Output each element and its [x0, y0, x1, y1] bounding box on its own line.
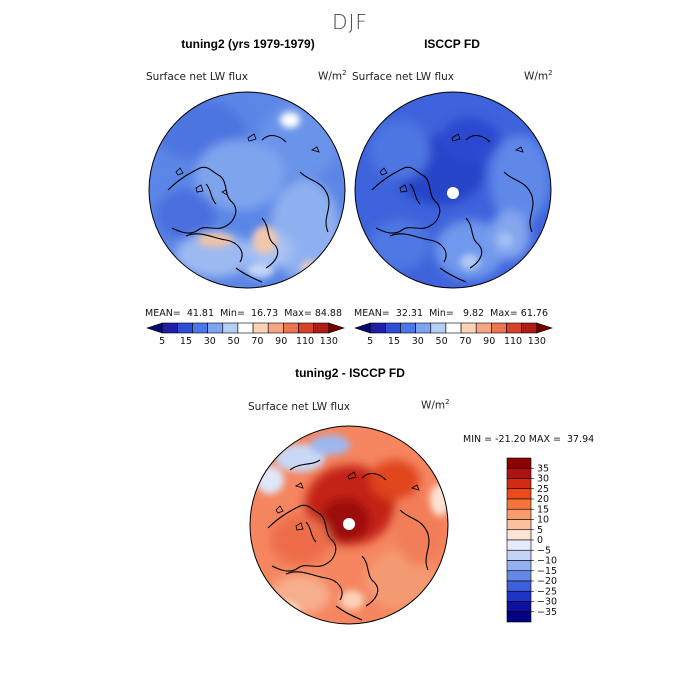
panel2-unit-label: W/m2: [524, 69, 553, 83]
colorbar-diff-swatch: [506, 611, 532, 623]
colorbar1-swatch: [298, 322, 314, 334]
colorbar-diff-tick-label: 15: [537, 504, 549, 515]
panel1-variable-label: Surface net LW flux: [146, 71, 248, 83]
panel1-title: tuning2 (yrs 1979-1979): [181, 37, 315, 51]
colorbar-diff-tick-label: −25: [537, 586, 557, 597]
colorbar-diff-swatch: [506, 529, 532, 541]
colorbar-diff-swatch: [506, 498, 532, 510]
panel2-title: ISCCP FD: [424, 37, 480, 51]
colorbar1-tick-label: 30: [204, 336, 216, 347]
colorbar1-swatch: [192, 322, 208, 334]
diff-panel-title: tuning2 - ISCCP FD: [295, 366, 405, 380]
colorbar2-swatch: [475, 322, 492, 334]
colorbar1-tick-label: 5: [159, 336, 165, 347]
colorbar1-swatch: [177, 322, 193, 334]
colorbar2-tick-label: 110: [504, 336, 522, 347]
map3-boundary: [249, 425, 449, 625]
colorbar1-swatch: [313, 322, 330, 334]
colorbar2-tick-label: 90: [483, 336, 495, 347]
panel1-stats: MEAN= 41.81 Min= 16.73 Max= 84.88: [145, 308, 343, 319]
colorbar-diff-swatch: [506, 457, 532, 469]
colorbar-diff-tick-label: −10: [537, 556, 557, 567]
colorbar2-swatch: [400, 322, 416, 334]
colorbar2-tick-label: 30: [412, 336, 424, 347]
colorbar-diff-tick-label: 5: [537, 525, 543, 536]
figure-title: DJF: [332, 10, 368, 34]
colorbar-diff-swatch: [506, 467, 532, 479]
colorbar-diff-swatch: [506, 580, 532, 592]
colorbar-diff-tick-label: −15: [537, 566, 557, 577]
map1-field: [149, 92, 345, 288]
colorbar2-swatch: [354, 322, 371, 334]
colorbar1-tick-label: 70: [251, 336, 263, 347]
colorbar1-tick-label: 15: [180, 336, 192, 347]
map3-pole-missing: [343, 518, 355, 530]
colorbar1-tick-label: 110: [296, 336, 314, 347]
colorbar-diff-swatch: [506, 519, 532, 531]
colorbar-diff-tick-label: 25: [537, 484, 549, 495]
colorbar2-tick-label: 50: [436, 336, 448, 347]
colorbar1-tick-label: 130: [320, 336, 338, 347]
colorbar2-swatch: [430, 322, 447, 334]
colorbar-diff-swatch: [506, 478, 532, 490]
colorbar2-swatch: [506, 322, 522, 334]
colorbar-diff-tick-label: 35: [537, 463, 549, 474]
colorbar2-tick-label: 130: [528, 336, 546, 347]
colorbar-diff-swatch: [506, 549, 532, 561]
colorbar1-tick-label: 90: [275, 336, 287, 347]
colorbar2-swatch: [521, 322, 538, 334]
colorbar-diff-swatch: [506, 539, 532, 551]
colorbar2-swatch: [460, 322, 477, 334]
colorbar1-swatch: [237, 322, 254, 334]
colorbar1-swatch: [222, 322, 239, 334]
colorbar2-tick-label: 15: [388, 336, 400, 347]
panel1-unit-label: W/m2: [318, 69, 347, 83]
colorbar-diff-swatch: [506, 508, 532, 520]
map1-boundary: [148, 91, 346, 289]
colorbar1-swatch: [146, 322, 163, 334]
colorbar1-swatch: [283, 322, 299, 334]
colorbar-diff-tick-label: 30: [537, 474, 549, 485]
colorbar-diff-swatch: [506, 590, 532, 602]
colorbar-diff-swatch: [506, 601, 532, 613]
colorbar1-swatch: [207, 322, 224, 334]
colorbar-panel2: 5 15 30 50 70 90 110 130: [354, 322, 553, 347]
colorbar-diff-tick-label: 20: [537, 494, 549, 505]
colorbar1-swatch: [161, 322, 178, 334]
diff-minmax: MIN = -21.20 MAX = 37.94: [463, 434, 595, 445]
colorbar2-swatch: [369, 322, 386, 334]
colorbar2-tick-label: 70: [459, 336, 471, 347]
diff-unit-label: W/m2: [421, 398, 450, 412]
colorbar-diff-tick-label: −20: [537, 576, 557, 587]
diff-variable-label: Surface net LW flux: [248, 401, 350, 413]
colorbar2-swatch: [445, 322, 462, 334]
colorbar-diff-tick-label: 0: [537, 535, 543, 546]
colorbar2-swatch: [385, 322, 401, 334]
map2-pole-missing: [447, 187, 459, 199]
colorbar-panel1: 5 15 30 50 70 90 110 130: [146, 322, 345, 347]
colorbar-diff-tick-label: −5: [537, 545, 551, 556]
panel2-stats: MEAN= 32.31 Min= 9.82 Max= 61.76: [354, 308, 548, 319]
colorbar-diff-tick-label: −35: [537, 607, 557, 618]
colorbar-diff-tick-label: 10: [537, 515, 549, 526]
colorbar-diff-swatch: [506, 570, 532, 582]
colorbar-diff-swatch: [506, 560, 532, 572]
colorbar1-tick-label: 50: [228, 336, 240, 347]
panel2-variable-label: Surface net LW flux: [352, 71, 454, 83]
colorbar2-swatch: [415, 322, 432, 334]
colorbar1-swatch: [328, 322, 345, 334]
colorbar2-swatch: [491, 322, 507, 334]
colorbar1-swatch: [267, 322, 284, 334]
colorbar-diff-swatch: [506, 488, 532, 500]
map2-boundary: [354, 91, 552, 289]
colorbar-diff-tick-label: −30: [537, 597, 557, 608]
colorbar2-tick-label: 5: [367, 336, 373, 347]
colorbar2-swatch: [536, 322, 553, 334]
colorbar1-swatch: [252, 322, 269, 334]
